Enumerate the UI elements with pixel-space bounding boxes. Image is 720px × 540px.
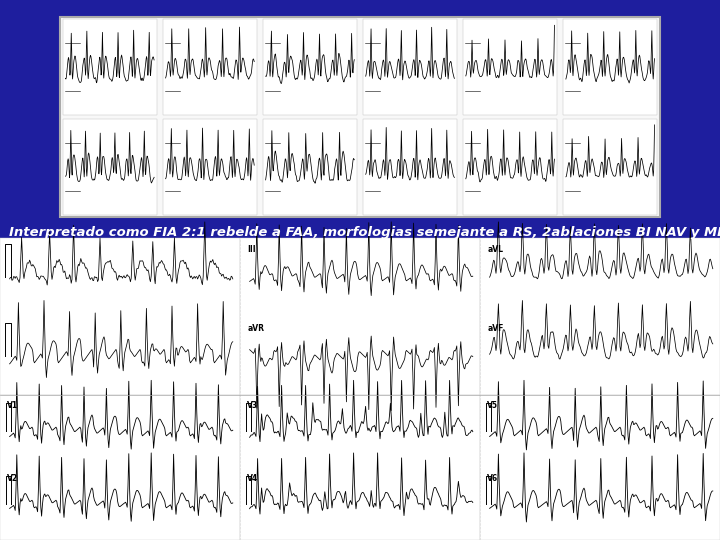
Bar — [0, 238, 720, 540]
Text: V6: V6 — [487, 474, 498, 483]
Bar — [563, 19, 657, 115]
Bar — [0, 238, 240, 395]
Bar — [363, 19, 457, 115]
Bar — [263, 19, 357, 115]
Bar — [240, 238, 480, 395]
Bar — [563, 119, 657, 215]
Bar — [240, 395, 480, 540]
Text: III: III — [247, 245, 256, 254]
Text: aVR: aVR — [247, 323, 264, 333]
Text: V5: V5 — [487, 401, 498, 410]
Bar — [463, 119, 557, 215]
Bar — [480, 238, 720, 395]
Text: aVF: aVF — [487, 323, 503, 333]
Bar — [63, 19, 157, 115]
Text: V4: V4 — [247, 474, 258, 483]
Text: V1: V1 — [7, 401, 18, 410]
Text: Interpretado como FIA 2:1 rebelde a FAA, morfologias semejante a RS, 2ablaciones: Interpretado como FIA 2:1 rebelde a FAA,… — [9, 226, 720, 239]
Bar — [163, 19, 257, 115]
Bar — [263, 119, 357, 215]
Bar — [480, 395, 720, 540]
Bar — [463, 19, 557, 115]
Bar — [163, 119, 257, 215]
Bar — [363, 119, 457, 215]
Bar — [60, 17, 660, 217]
Text: V2: V2 — [7, 474, 18, 483]
Text: V3: V3 — [247, 401, 258, 410]
Bar — [63, 119, 157, 215]
Text: aVL: aVL — [487, 245, 503, 254]
Bar — [0, 395, 240, 540]
